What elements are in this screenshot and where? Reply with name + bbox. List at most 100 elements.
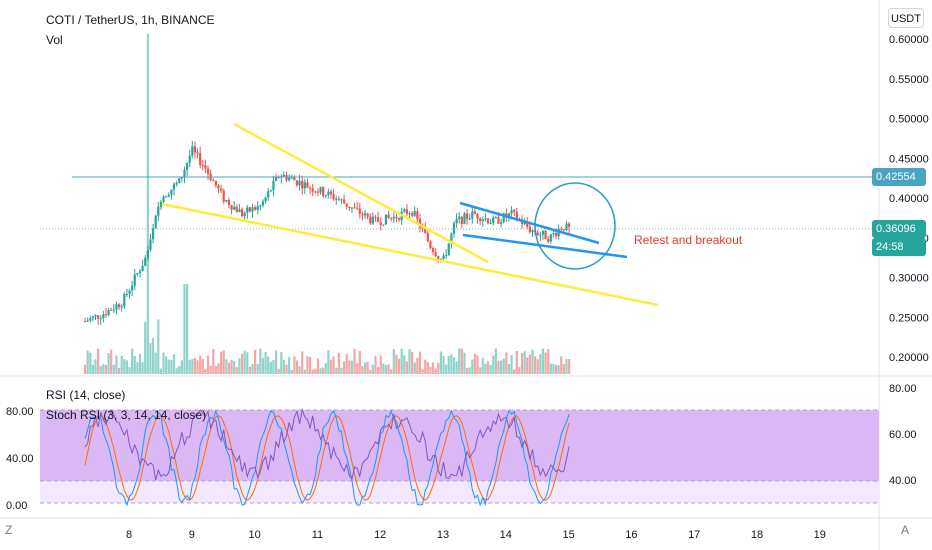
- volume-bar: [416, 357, 419, 374]
- currency-badge[interactable]: USDT: [888, 8, 924, 28]
- candle-body: [568, 223, 571, 227]
- volume-bar: [452, 357, 456, 374]
- candle-body: [366, 213, 369, 217]
- candle-body: [159, 201, 163, 207]
- volume-bar: [353, 348, 356, 374]
- volume-bar: [337, 352, 340, 374]
- candle-body: [295, 180, 299, 186]
- time-tick-label: 9: [189, 529, 195, 541]
- stoch-rsi-label: Stoch RSI (3, 3, 14, 14, close): [46, 408, 207, 422]
- volume-bar: [269, 361, 272, 374]
- volume-bar: [172, 354, 176, 374]
- volume-bar: [295, 360, 299, 374]
- candle-body: [324, 195, 327, 197]
- candle-body: [408, 213, 411, 215]
- volume-bar: [379, 355, 382, 374]
- volume-bar: [154, 352, 157, 374]
- candle-body: [379, 221, 382, 226]
- volume-bar: [199, 355, 202, 374]
- last-price-tag: 0.36096: [872, 220, 926, 238]
- candle-body: [220, 188, 223, 191]
- candle-body: [290, 177, 293, 179]
- time-axis[interactable]: 8 9 10 11 12 13 14 15 16 17 18 19: [126, 529, 826, 541]
- candle-body: [107, 309, 110, 316]
- candle-body: [544, 230, 547, 240]
- candle-body: [196, 152, 199, 154]
- volume-bar: [421, 369, 424, 374]
- volume-bar: [492, 355, 495, 374]
- candle-body: [547, 239, 550, 242]
- candle-body: [361, 213, 364, 216]
- yellow-lower-trendline[interactable]: [161, 202, 659, 307]
- candle-body: [510, 210, 513, 214]
- candle-body: [465, 213, 469, 220]
- volume-bar: [254, 349, 257, 374]
- candle-body: [397, 218, 401, 220]
- blue-lower-channel-line[interactable]: [462, 233, 628, 259]
- candle-body: [188, 155, 191, 163]
- rsi-label: RSI (14, close): [46, 388, 126, 402]
- candle-body: [460, 216, 463, 224]
- time-tick-label: 11: [312, 529, 323, 541]
- volume-bar: [180, 360, 183, 374]
- volume-bar: [489, 364, 492, 374]
- candle-body: [246, 207, 249, 213]
- volume-bar: [167, 359, 170, 374]
- candle-body: [429, 241, 432, 249]
- volume-bar: [403, 355, 406, 374]
- candle-body: [285, 174, 288, 181]
- candle-body: [254, 207, 257, 210]
- breakout-circle[interactable]: [534, 182, 616, 270]
- yellow-upper-trendline[interactable]: [233, 122, 489, 264]
- candle-body: [405, 209, 408, 214]
- candle-body: [455, 219, 458, 224]
- price-tick-label: 0.30000: [889, 273, 929, 285]
- candle-body: [382, 224, 385, 226]
- rsi-axis: 40.00 60.00 80.00: [889, 383, 917, 487]
- candle-body: [89, 318, 92, 321]
- volume-bar: [520, 353, 524, 374]
- volume-bar: [382, 363, 385, 374]
- price-axis[interactable]: 0.200000.250000.300000.350000.400000.450…: [889, 34, 929, 364]
- candle-body: [180, 177, 183, 179]
- volume-bar: [332, 356, 335, 374]
- volume-bar: [306, 356, 309, 374]
- candle-body: [552, 233, 555, 235]
- candle-body: [112, 309, 115, 311]
- candle-body: [335, 198, 338, 200]
- candle-body: [288, 177, 291, 181]
- volume-bar: [460, 348, 463, 374]
- volume-bar: [513, 369, 516, 374]
- volume-bar: [562, 364, 565, 374]
- candle-body: [91, 316, 94, 319]
- time-tick-label: 15: [562, 529, 574, 541]
- volume-bar: [329, 359, 333, 374]
- volume-bar: [308, 356, 312, 374]
- candle-body: [233, 206, 236, 210]
- candle-body: [416, 211, 419, 219]
- candle-body: [337, 198, 340, 200]
- annotation-text: Retest and breakout: [634, 233, 743, 247]
- volume-bar: [120, 355, 123, 374]
- volume-bar: [356, 363, 359, 374]
- volume-bar: [552, 363, 555, 374]
- volume-bar: [94, 359, 97, 374]
- candle-body: [298, 180, 301, 186]
- volume-bar: [371, 364, 374, 374]
- candle-body: [450, 233, 453, 244]
- volume-bar: [188, 359, 191, 374]
- log-scale-toggle[interactable]: Z: [5, 523, 13, 537]
- candle-body: [227, 199, 231, 206]
- blue-upper-channel-line[interactable]: [459, 201, 600, 245]
- volume-bar: [240, 353, 244, 374]
- candle-body: [151, 228, 155, 240]
- candle-body: [133, 274, 136, 286]
- time-tick-label: 12: [374, 529, 386, 541]
- auto-scale-toggle[interactable]: A: [901, 523, 910, 537]
- candle-body: [264, 197, 267, 202]
- volume-bar: [157, 319, 160, 374]
- volume-bar: [91, 364, 94, 374]
- volume-bar: [144, 322, 147, 374]
- candle-body: [418, 218, 422, 228]
